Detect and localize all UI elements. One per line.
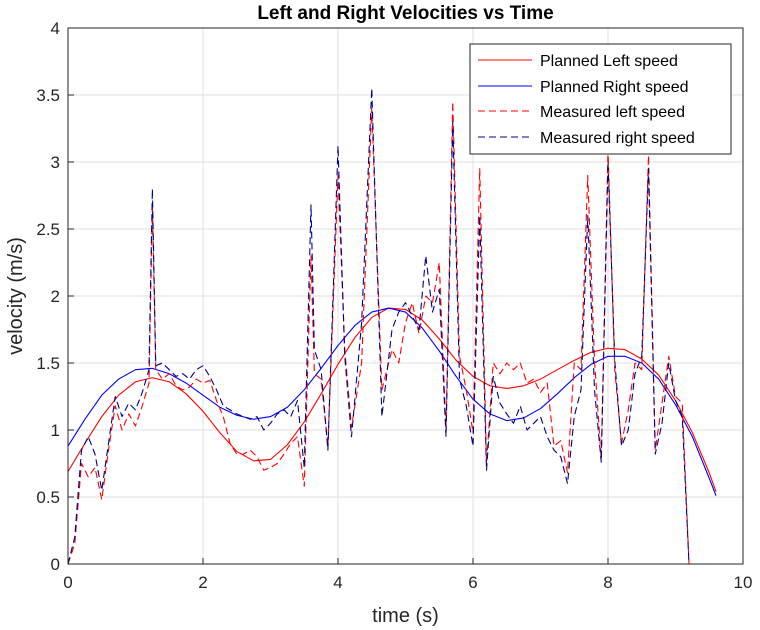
y-axis-label: velocity (m/s) (5, 237, 27, 355)
series-layer (67, 87, 717, 565)
y-tick-label: 3.5 (36, 86, 60, 105)
legend-label-measured-left: Measured left speed (540, 104, 685, 121)
ticks: 0 2 4 6 8 10 0 0.5 1 1.5 2 2.5 3 3.5 4 (36, 19, 752, 592)
y-tick-label: 0 (51, 555, 60, 574)
y-tick-label: 2 (51, 287, 60, 306)
y-tick-label: 3 (51, 153, 60, 172)
y-tick-label: 4 (51, 19, 60, 38)
legend-label-planned-left: Planned Left speed (540, 53, 678, 70)
series-planned-right-line (67, 307, 717, 496)
legend: Planned Left speed Planned Right speed M… (469, 43, 732, 155)
x-axis-label: time (s) (372, 605, 439, 627)
series-planned-left-line (67, 307, 717, 492)
chart-title: Left and Right Velocities vs Time (257, 3, 553, 24)
y-tick-label: 1.5 (36, 354, 60, 373)
x-tick-label: 8 (603, 573, 612, 592)
y-tick-label: 0.5 (36, 488, 60, 507)
x-tick-label: 6 (468, 573, 477, 592)
legend-label-planned-right: Planned Right speed (540, 79, 689, 96)
y-tick-label: 2.5 (36, 220, 60, 239)
legend-box (469, 43, 732, 155)
series-measured-right-line (67, 87, 716, 565)
x-tick-label: 0 (63, 573, 72, 592)
x-tick-label: 10 (734, 573, 753, 592)
x-tick-label: 2 (198, 573, 207, 592)
y-tick-label: 1 (51, 421, 60, 440)
legend-label-measured-right: Measured right speed (540, 130, 695, 147)
x-tick-label: 4 (333, 573, 342, 592)
